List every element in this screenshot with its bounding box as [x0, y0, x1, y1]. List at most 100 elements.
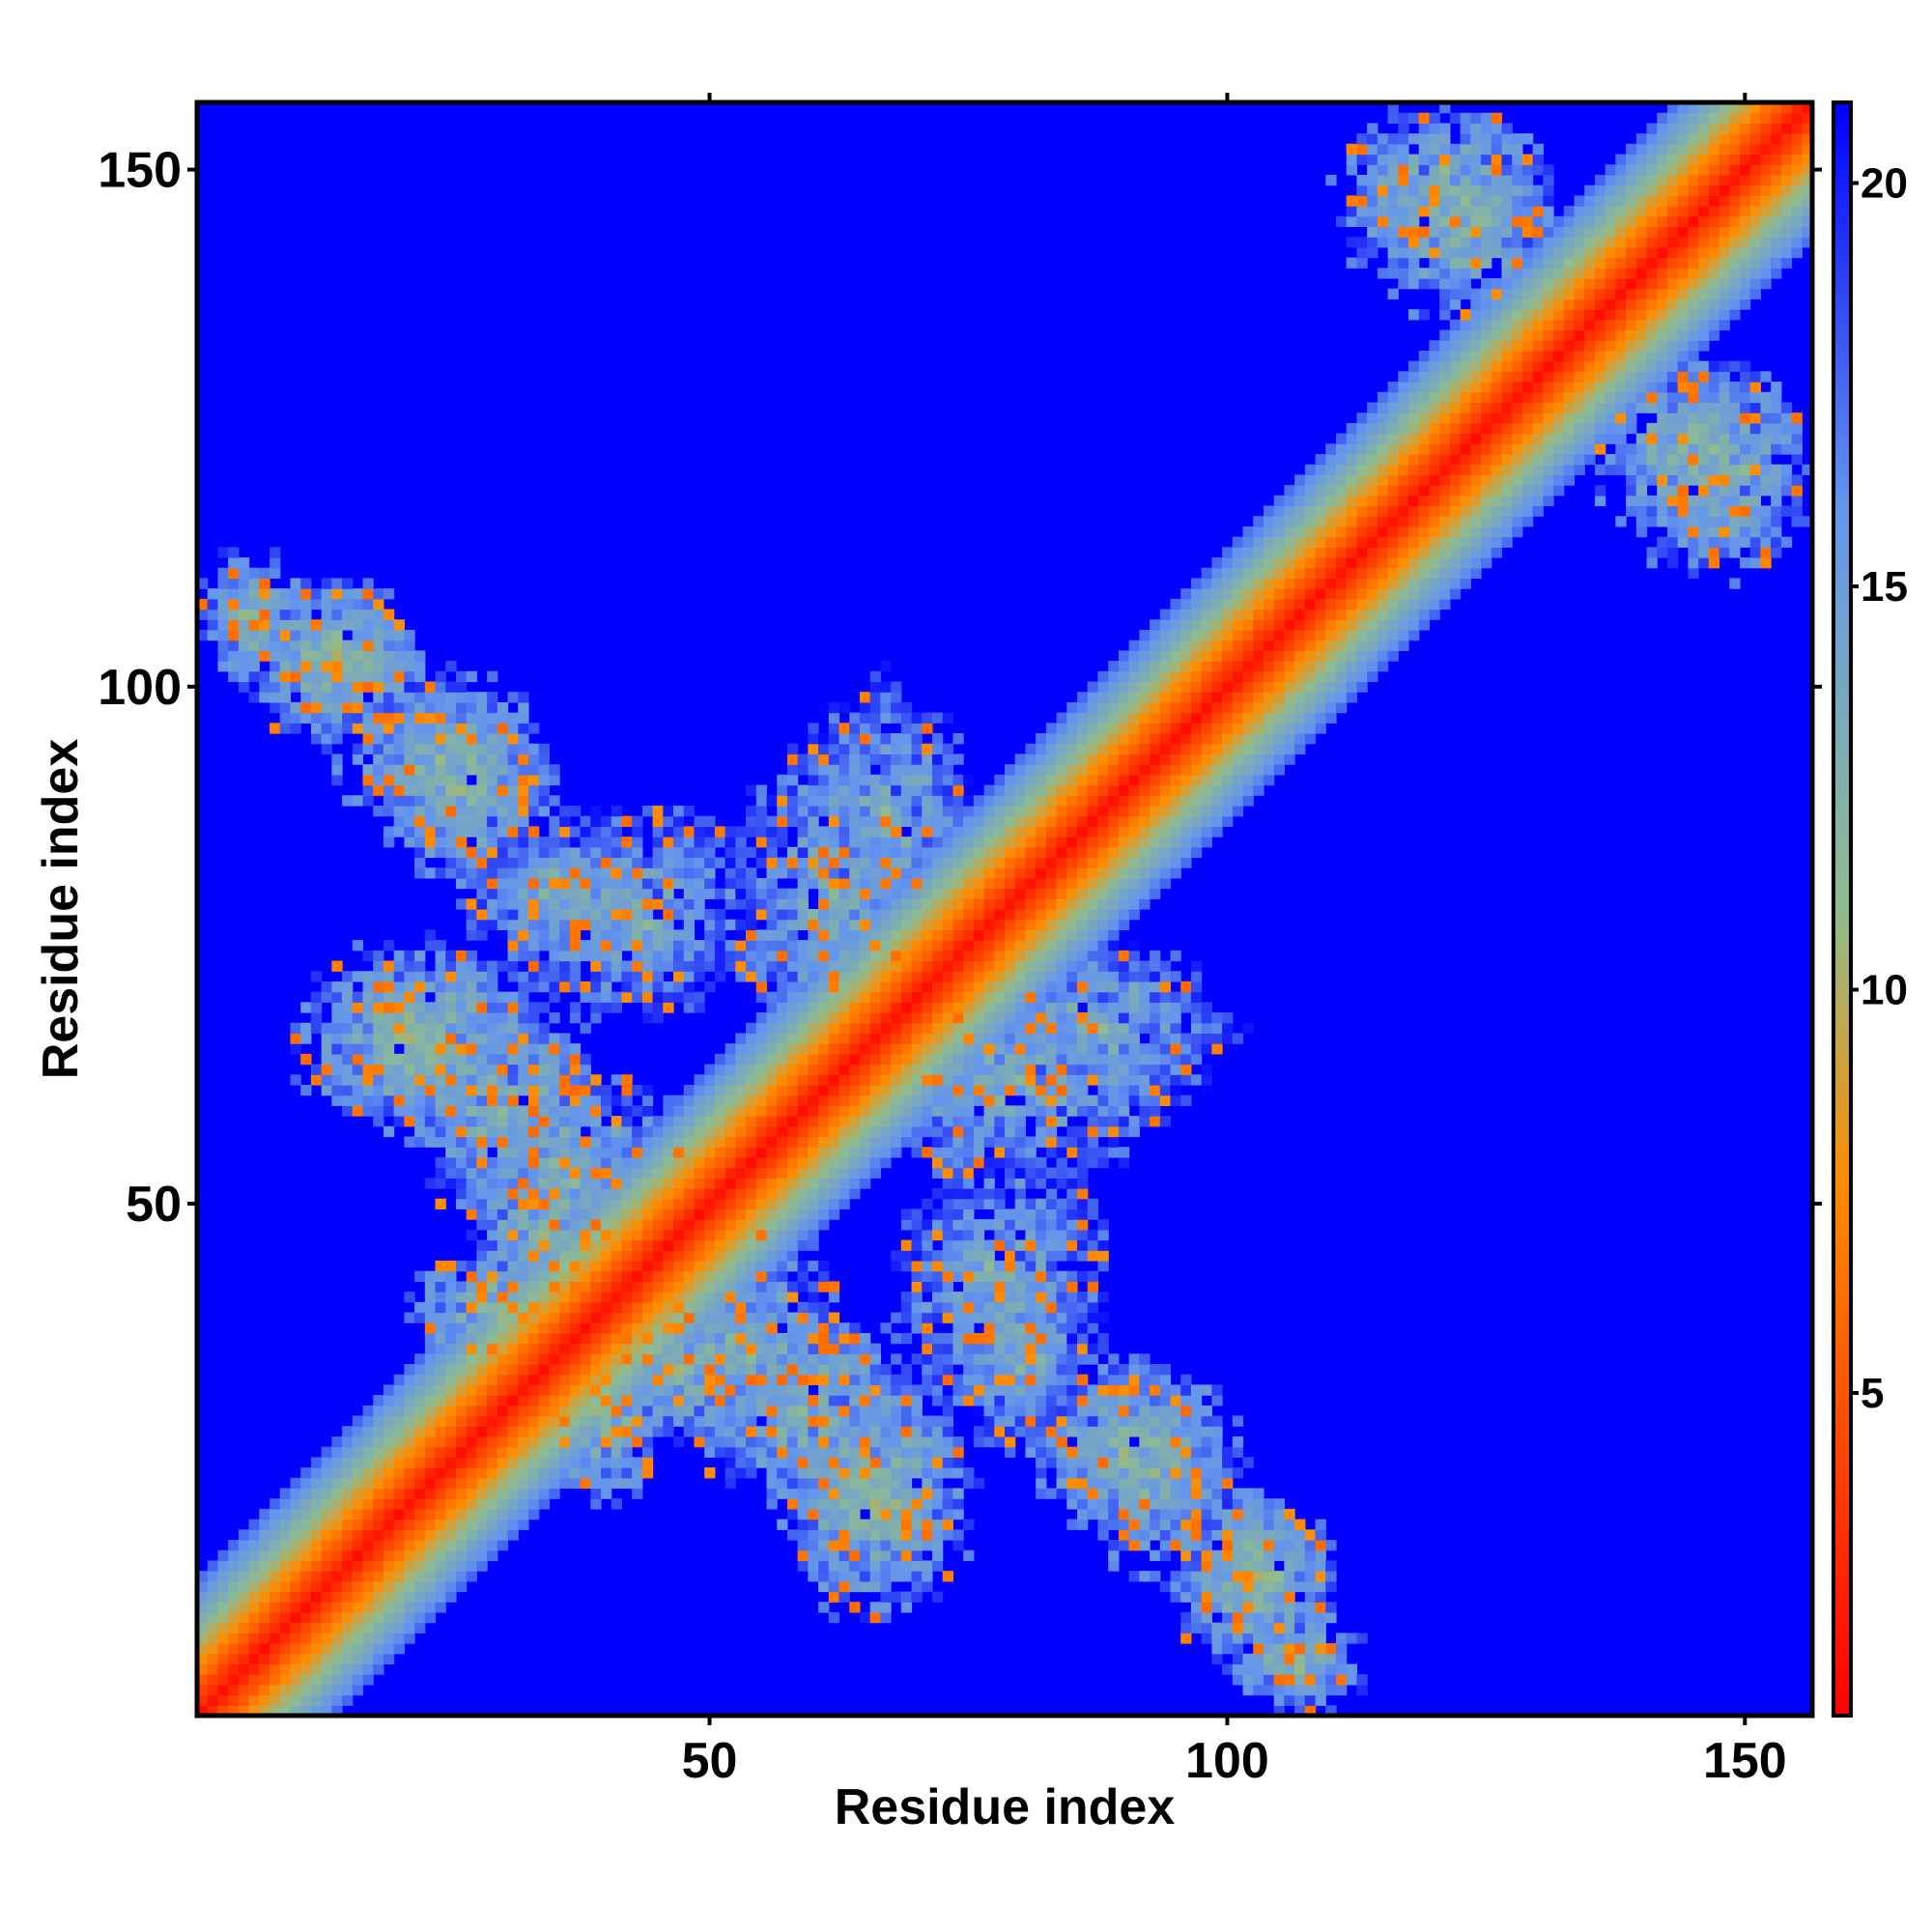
heatmap-cell	[611, 1239, 623, 1251]
heatmap-cell	[663, 1384, 674, 1396]
heatmap-cell	[786, 1498, 799, 1510]
heatmap-cell	[786, 960, 799, 972]
heatmap-cell	[746, 1074, 757, 1086]
heatmap-cell	[1025, 1301, 1037, 1314]
heatmap-cell	[891, 1435, 902, 1448]
heatmap-cell	[238, 1611, 250, 1624]
heatmap-cell	[580, 1395, 591, 1406]
heatmap-cell	[424, 733, 437, 745]
heatmap-cell	[891, 1374, 902, 1386]
heatmap-cell	[694, 1374, 705, 1386]
heatmap-cell	[507, 1188, 519, 1200]
heatmap-cell	[404, 1012, 415, 1024]
heatmap-cell	[724, 1239, 736, 1251]
heatmap-cell	[735, 940, 747, 952]
heatmap-cell	[238, 1633, 250, 1644]
heatmap-cell	[455, 1446, 468, 1458]
heatmap-cell	[828, 753, 840, 765]
heatmap-cell	[931, 1125, 944, 1138]
heatmap-cell	[362, 578, 374, 589]
heatmap-cell	[445, 1374, 457, 1386]
heatmap-cell	[466, 1415, 477, 1427]
heatmap-cell	[818, 1435, 830, 1448]
heatmap-cell	[632, 1260, 643, 1272]
heatmap-cell	[476, 867, 488, 879]
heatmap-cell	[922, 909, 933, 921]
heatmap-cell	[724, 1229, 736, 1241]
heatmap-cell	[808, 909, 819, 921]
heatmap-cell	[1025, 867, 1037, 879]
heatmap-cell	[838, 733, 850, 745]
heatmap-cell	[818, 1540, 830, 1551]
heatmap-cell	[994, 774, 1006, 786]
heatmap-cell	[621, 1116, 633, 1127]
heatmap-cell	[197, 609, 209, 620]
heatmap-cell	[911, 1094, 923, 1106]
heatmap-cell	[641, 940, 654, 952]
heatmap-cell	[755, 877, 768, 890]
heatmap-cell	[321, 692, 332, 703]
heatmap-cell	[942, 1435, 954, 1448]
heatmap-cell	[859, 1074, 871, 1086]
heatmap-cell	[704, 826, 716, 838]
heatmap-cell	[828, 1022, 840, 1035]
heatmap-cell	[487, 991, 498, 1003]
heatmap-cell	[818, 1053, 830, 1065]
heatmap-cell	[621, 1219, 633, 1231]
heatmap-cell	[466, 1043, 477, 1055]
heatmap-cell	[507, 929, 519, 941]
heatmap-cell	[569, 1270, 582, 1282]
heatmap-cell	[393, 692, 405, 703]
heatmap-cell	[704, 940, 716, 952]
heatmap-cell	[931, 1167, 944, 1179]
heatmap-cell	[270, 598, 281, 611]
heatmap-cell	[424, 1488, 437, 1499]
heatmap-cell	[1005, 980, 1016, 993]
heatmap-cell	[973, 1435, 985, 1448]
heatmap-cell	[694, 1188, 705, 1200]
heatmap-cell	[362, 1064, 374, 1075]
heatmap-cell	[994, 1353, 1006, 1365]
heatmap-cell	[673, 1353, 685, 1365]
heatmap-cell	[973, 991, 985, 1003]
heatmap-cell	[663, 1281, 674, 1293]
heatmap-cell	[497, 1281, 509, 1293]
heatmap-cell	[393, 1549, 405, 1562]
heatmap-cell	[466, 867, 477, 879]
heatmap-cell	[963, 1395, 975, 1406]
heatmap-cell	[900, 1033, 913, 1044]
heatmap-cell	[1005, 1156, 1016, 1169]
heatmap-cell	[931, 1435, 944, 1448]
heatmap-cell	[714, 950, 726, 962]
heatmap-cell	[279, 1643, 292, 1655]
heatmap-cell	[497, 1405, 509, 1417]
heatmap-cell	[414, 712, 426, 724]
heatmap-cell	[321, 1705, 332, 1717]
heatmap-cell	[435, 1549, 446, 1562]
heatmap-cell	[828, 1343, 840, 1354]
heatmap-cell	[777, 1053, 788, 1065]
heatmap-cell	[279, 1591, 292, 1603]
heatmap-cell	[973, 826, 985, 838]
heatmap-cell	[952, 1022, 964, 1035]
heatmap-cell	[414, 815, 426, 827]
heatmap-cell	[952, 919, 964, 931]
heatmap-cell	[673, 1136, 685, 1148]
heatmap-cell	[611, 960, 623, 972]
heatmap-cell	[466, 670, 477, 683]
heatmap-cell	[538, 846, 551, 859]
heatmap-cell	[797, 1435, 809, 1448]
heatmap-cell	[859, 815, 871, 827]
heatmap-cell	[538, 1033, 551, 1044]
heatmap-cell	[766, 991, 778, 1003]
heatmap-cell	[270, 692, 281, 703]
heatmap-cell	[487, 1384, 498, 1396]
heatmap-cell	[777, 1457, 788, 1468]
heatmap-cell	[507, 795, 519, 807]
heatmap-cell	[549, 857, 560, 868]
heatmap-cell	[538, 1043, 551, 1055]
heatmap-cell	[818, 980, 830, 993]
heatmap-cell	[342, 1043, 354, 1055]
heatmap-cell	[373, 1116, 384, 1127]
heatmap-cell	[838, 837, 850, 848]
